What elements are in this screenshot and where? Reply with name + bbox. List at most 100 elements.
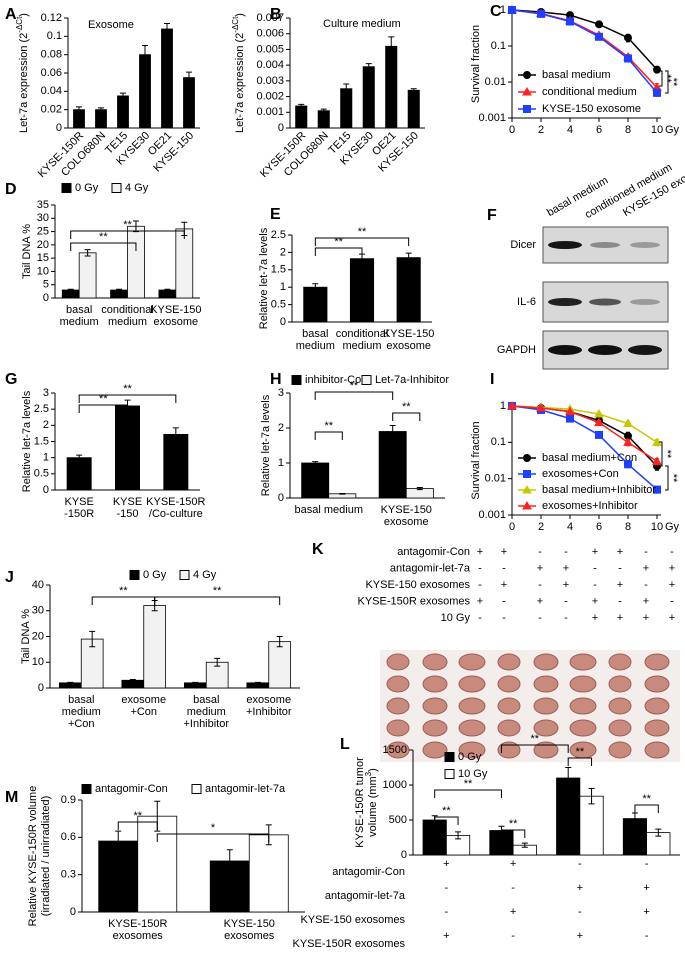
y-tick-label: 3 xyxy=(278,387,284,399)
y-tick-label: 1 xyxy=(43,452,49,464)
sign: - xyxy=(445,882,449,894)
bar xyxy=(137,815,178,913)
legend-label: inhibitor-Con xyxy=(305,374,367,386)
sig-label: ** xyxy=(509,818,518,830)
sign: - xyxy=(564,595,568,607)
x-tick-label: exosome xyxy=(384,516,429,528)
sign: - xyxy=(538,546,542,558)
y-axis-label-part: ) xyxy=(18,13,30,17)
sign: - xyxy=(670,595,674,607)
sign: + xyxy=(563,562,569,574)
sign: + xyxy=(669,612,675,624)
y-tick-label: 0.001 xyxy=(256,106,284,118)
sig-bracket xyxy=(154,596,281,605)
bar xyxy=(407,89,420,129)
tumor xyxy=(608,653,632,671)
error-bar xyxy=(410,88,417,93)
panel-letter: C xyxy=(490,3,502,20)
tumor xyxy=(533,719,559,737)
legend-label: KYSE-150 exosome xyxy=(542,103,641,115)
sig-label: ** xyxy=(119,585,128,597)
x-tick-label: basal medium xyxy=(295,504,363,516)
sign: + xyxy=(510,858,516,870)
x-tick-label: medium xyxy=(296,340,335,352)
tumor xyxy=(497,675,521,693)
sig-label: ** xyxy=(123,383,132,395)
tumor xyxy=(386,697,410,715)
x-tick-label: 10 xyxy=(651,521,663,533)
tumor xyxy=(608,697,632,715)
legend-marker xyxy=(523,470,531,478)
y-tick-label: 1 xyxy=(500,400,506,412)
y-tick-label: 30 xyxy=(32,605,44,617)
sig-label: ** xyxy=(661,74,673,83)
tumor xyxy=(569,719,597,737)
sig-label: ** xyxy=(464,778,473,790)
y-tick-label: 1 xyxy=(280,281,286,293)
sig-bracket xyxy=(665,465,669,491)
x-tick-label: KYSE xyxy=(64,496,93,508)
sign: + xyxy=(669,562,675,574)
x-tick-label: exosomes xyxy=(113,930,164,942)
sig-bracket xyxy=(70,242,137,251)
marker xyxy=(653,65,661,74)
legend-label: conditional medium xyxy=(542,86,637,98)
y-tick-label: 0 xyxy=(70,906,76,918)
x-tick-label: 8 xyxy=(625,521,631,533)
sig-bracket xyxy=(634,804,659,813)
bar xyxy=(175,228,194,299)
marker xyxy=(595,32,603,41)
x-tick-label: 2 xyxy=(538,521,544,533)
sig-label: ** xyxy=(350,380,359,392)
legend-marker xyxy=(523,71,531,79)
panel-letter: G xyxy=(5,371,17,388)
sign: + xyxy=(443,858,449,870)
legend-marker xyxy=(522,484,532,494)
marker xyxy=(595,20,603,29)
tumor xyxy=(533,675,559,693)
error-bar xyxy=(116,288,123,292)
marker xyxy=(623,437,633,446)
panel-letter: I xyxy=(490,371,494,388)
y-tick-label: 0.1 xyxy=(47,30,62,42)
y-axis-label: Survival fraction xyxy=(470,421,482,499)
bar xyxy=(139,54,151,129)
sig-bracket xyxy=(500,744,569,753)
legend-swatch xyxy=(111,183,122,193)
y-tick-label: 0.3 xyxy=(61,869,76,881)
sign: + xyxy=(563,579,569,591)
panel-letter: J xyxy=(5,569,14,586)
tumor xyxy=(497,719,521,737)
sign: - xyxy=(645,930,649,942)
y-tick-label: 3 xyxy=(43,387,49,399)
marker xyxy=(566,17,574,26)
legend-label: antagomir-let-7a xyxy=(205,783,286,795)
error-bar xyxy=(129,679,136,682)
sign: - xyxy=(478,579,482,591)
x-tick-label: KYSE-150 xyxy=(383,328,434,340)
tumor xyxy=(458,697,486,715)
y-tick-label: 0 xyxy=(280,316,286,328)
y-tick-label: 0.1 xyxy=(491,436,506,448)
bar xyxy=(340,88,353,129)
bar xyxy=(317,110,330,129)
x-unit: Gy xyxy=(665,124,680,136)
bar xyxy=(117,95,129,129)
error-bar xyxy=(521,842,528,848)
row-label: KYSE-150 exosomes xyxy=(300,914,405,926)
y-tick-label: 30 xyxy=(37,212,49,224)
y-tick-label: 0.5 xyxy=(271,299,286,311)
x-tick-label: basal xyxy=(302,328,328,340)
sign: - xyxy=(564,546,568,558)
bar xyxy=(422,819,447,856)
error-bar xyxy=(172,427,179,442)
bar xyxy=(98,840,139,913)
y-tick-label: 0.01 xyxy=(485,473,506,485)
marker xyxy=(507,400,517,410)
x-tick-label: 4 xyxy=(567,521,573,533)
error-bar xyxy=(120,92,126,100)
sig-label: ** xyxy=(358,226,367,238)
marker xyxy=(624,33,632,42)
error-bar xyxy=(343,83,350,94)
y-tick-label: 0.006 xyxy=(256,28,284,40)
